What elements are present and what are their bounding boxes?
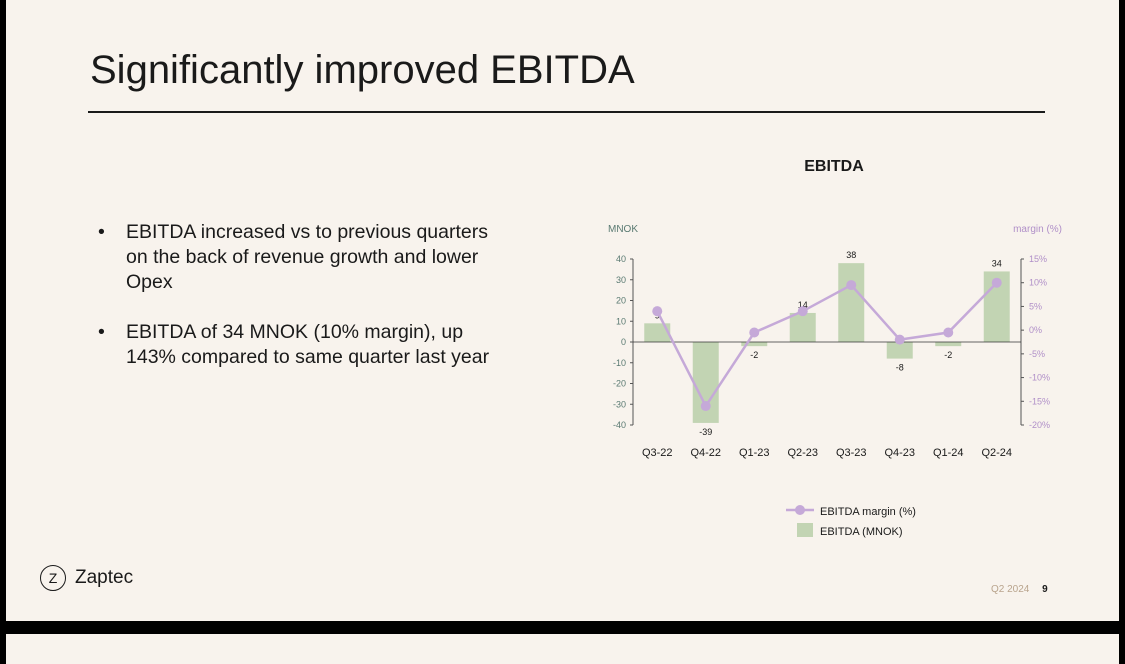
margin-line xyxy=(656,281,998,409)
left-tick-label: 0 xyxy=(621,337,626,347)
x-tick-label: Q4-23 xyxy=(884,447,915,459)
ebitda-chart: EBITDA MNOK margin (%) 40 30 20 10 0 -10 -20 -30 -4… xyxy=(608,158,1062,538)
slide: Significantly improved EBITDA EBITDA inc… xyxy=(6,0,1119,621)
bar-data-label: 38 xyxy=(846,250,856,260)
left-tick-label: 20 xyxy=(616,296,626,306)
ebitda-bar xyxy=(838,263,865,342)
x-tick-label: Q1-24 xyxy=(933,447,964,459)
left-tick-label: -10 xyxy=(613,358,626,368)
x-tick-label: Q2-23 xyxy=(787,447,818,459)
x-tick-label: Q1-23 xyxy=(739,447,770,459)
x-tick-label: Q4-22 xyxy=(690,447,721,459)
right-tick-label: 0% xyxy=(1029,325,1042,335)
right-tick-label: -5% xyxy=(1029,349,1045,359)
bar-data-label: -8 xyxy=(896,363,904,373)
left-axis-label: MNOK xyxy=(608,224,638,235)
bar-data-label: -2 xyxy=(750,350,758,360)
right-tick-label: -10% xyxy=(1029,373,1050,383)
ebitda-bar xyxy=(886,342,913,359)
left-tick-label: 40 xyxy=(616,254,626,264)
ebitda-bar xyxy=(741,342,768,347)
bar-data-label: 14 xyxy=(798,300,808,310)
legend-line-marker xyxy=(795,505,805,515)
legend-label: EBITDA (MNOK) xyxy=(820,526,903,538)
bar-data-label: 34 xyxy=(992,258,1002,268)
page-number: 9 xyxy=(1042,584,1048,595)
ebitda-bar xyxy=(789,312,816,342)
x-tick-label: Q2-24 xyxy=(981,447,1012,459)
bar-data-label: -2 xyxy=(944,350,952,360)
right-tick-label: 10% xyxy=(1029,278,1047,288)
zaptec-logo: Z Zaptec xyxy=(40,565,133,591)
next-slide-edge xyxy=(6,634,1119,664)
ebitda-bar xyxy=(935,342,962,347)
right-tick-label: 5% xyxy=(1029,301,1042,311)
bullet-item: EBITDA increased vs to previous quarters… xyxy=(98,220,498,295)
margin-point xyxy=(991,277,1002,288)
left-tick-label: -30 xyxy=(613,399,626,409)
bar-data-label: -39 xyxy=(699,427,712,437)
legend-label: EBITDA margin (%) xyxy=(820,506,916,518)
left-tick-label: -40 xyxy=(613,420,626,430)
footer-period: Q2 2024 xyxy=(991,584,1030,595)
chart-title: EBITDA xyxy=(804,158,864,175)
right-axis-label: margin (%) xyxy=(1013,224,1062,235)
left-tick-label: 30 xyxy=(616,275,626,285)
bullet-list: EBITDA increased vs to previous quarters… xyxy=(98,220,498,395)
title-divider xyxy=(88,111,1045,113)
x-tick-label: Q3-23 xyxy=(836,447,867,459)
right-tick-label: -20% xyxy=(1029,420,1050,430)
footer: Q2 2024 9 xyxy=(991,584,1048,595)
margin-point xyxy=(652,306,663,317)
left-tick-label: 10 xyxy=(616,316,626,326)
margin-point xyxy=(749,327,760,338)
right-tick-label: 15% xyxy=(1029,254,1047,264)
logo-text: Zaptec xyxy=(75,567,134,588)
x-tick-label: Q3-22 xyxy=(642,447,673,459)
margin-point xyxy=(943,327,954,338)
margin-point xyxy=(797,306,808,317)
right-tick-label: -15% xyxy=(1029,396,1050,406)
margin-point xyxy=(894,334,905,345)
left-tick-label: -20 xyxy=(613,379,626,389)
slide-title: Significantly improved EBITDA xyxy=(90,48,635,92)
margin-point xyxy=(846,280,857,291)
bullet-item: EBITDA of 34 MNOK (10% margin), up 143% … xyxy=(98,320,498,370)
ebitda-bar xyxy=(644,323,671,342)
zaptec-logo-icon: Z xyxy=(40,565,66,591)
margin-point xyxy=(700,401,711,412)
legend-bar-swatch xyxy=(797,523,813,537)
